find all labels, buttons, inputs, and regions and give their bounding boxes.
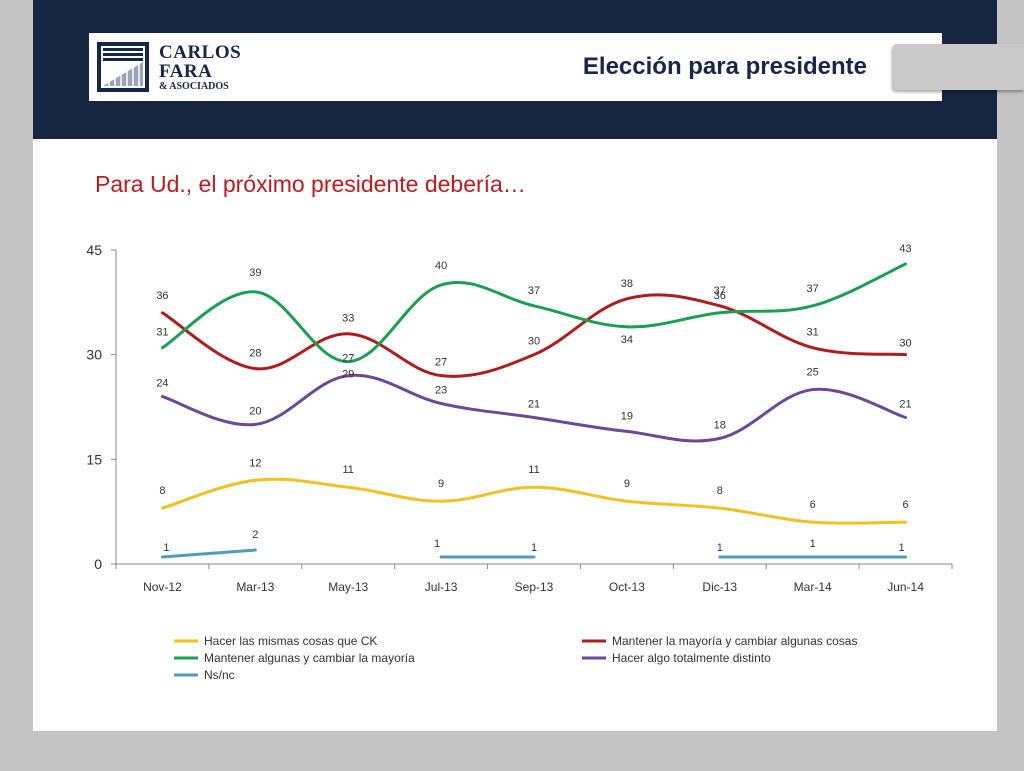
chart-question: Para Ud., el próximo presidente debería… — [95, 171, 526, 197]
data-label: 1 — [163, 542, 169, 554]
data-label: 11 — [528, 464, 539, 476]
chart-axes: 0 15 30 45 Nov-12 Mar-13 May-13 Jul-13 Sep-13 Oct… — [86, 242, 953, 594]
data-label: 27 — [342, 353, 354, 365]
data-label: 29 — [342, 369, 354, 381]
data-label: 34 — [621, 334, 633, 346]
data-label: 12 — [249, 457, 261, 469]
x-tick-label: May-13 — [328, 580, 368, 594]
company-logo: CARLOS FARA & ASOCIADOS — [97, 42, 247, 92]
data-label: 23 — [435, 385, 447, 397]
x-tick-label: Jun-14 — [887, 580, 924, 594]
data-label: 18 — [714, 419, 726, 431]
series-line-1-segment-0 — [160, 293, 908, 378]
legend-entry: Hacer algo totalmente distinto — [612, 651, 771, 665]
x-tick-label: Jul-13 — [425, 580, 458, 594]
data-label: 33 — [342, 313, 354, 325]
data-label: 40 — [435, 260, 447, 272]
y-tick-label: 45 — [86, 242, 102, 258]
data-label: 1 — [717, 542, 723, 554]
slide: CARLOS FARA & ASOCIADOS Elección para pr… — [33, 0, 997, 731]
y-tick-label: 0 — [94, 556, 102, 572]
x-tick-label: Nov-12 — [143, 580, 182, 594]
data-label: 9 — [624, 478, 630, 490]
data-label: 1 — [531, 542, 537, 554]
data-label: 1 — [810, 538, 816, 550]
chart-series-lines — [160, 262, 908, 559]
page-title: Elección para presidente — [582, 53, 867, 80]
legend-entry: Hacer las mismas cosas que CK — [204, 634, 377, 648]
header-band: CARLOS FARA & ASOCIADOS Elección para pr… — [33, 0, 997, 139]
y-tick-label: 15 — [86, 451, 102, 467]
data-label: 30 — [899, 338, 911, 350]
data-label: 20 — [249, 405, 261, 417]
data-label: 19 — [621, 410, 633, 422]
data-label: 31 — [156, 327, 168, 339]
logo-line-carlos: CARLOS — [159, 42, 242, 63]
data-label: 28 — [249, 348, 261, 360]
data-label: 11 — [343, 464, 354, 476]
data-label: 2 — [252, 529, 258, 541]
data-label: 21 — [528, 398, 540, 410]
side-tab — [893, 44, 1024, 90]
x-tick-label: Oct-13 — [609, 580, 645, 594]
data-label: 39 — [249, 267, 261, 279]
data-label: 6 — [810, 499, 816, 511]
x-tick-label: Sep-13 — [515, 580, 554, 594]
header-box: CARLOS FARA & ASOCIADOS Elección para pr… — [89, 33, 942, 101]
data-label: 43 — [899, 243, 911, 255]
logo-emblem-icon — [97, 42, 149, 92]
x-tick-label: Dic-13 — [702, 580, 737, 594]
series-line-0-segment-0 — [160, 477, 908, 525]
x-tick-label: Mar-14 — [794, 580, 832, 594]
data-label: 9 — [438, 478, 444, 490]
data-label: 38 — [621, 278, 633, 290]
y-tick-label: 30 — [86, 347, 102, 363]
logo-line-fara: FARA — [159, 61, 213, 82]
data-label: 36 — [714, 290, 726, 302]
data-label: 1 — [434, 538, 440, 550]
logo-line-asociados: & ASOCIADOS — [159, 81, 229, 92]
data-label: 24 — [156, 378, 168, 390]
legend-entry: Mantener la mayoría y cambiar algunas co… — [612, 634, 857, 648]
data-label: 30 — [528, 336, 540, 348]
data-label: 25 — [807, 367, 819, 379]
data-label: 36 — [156, 290, 168, 302]
data-label: 8 — [159, 485, 165, 497]
data-label: 6 — [902, 499, 908, 511]
data-label: 1 — [898, 542, 904, 554]
data-label: 27 — [435, 357, 447, 369]
data-label: 31 — [807, 327, 819, 339]
data-label: 37 — [714, 285, 726, 297]
data-label: 37 — [807, 283, 819, 295]
legend-entry: Ns/nc — [204, 668, 235, 682]
series-line-2-segment-0 — [160, 262, 908, 364]
data-label: 37 — [528, 285, 540, 297]
data-label: 21 — [899, 398, 911, 410]
series-line-3-segment-0 — [160, 373, 908, 443]
logo-text: CARLOS FARA & ASOCIADOS — [159, 43, 241, 92]
chart-legend: Hacer las mismas cosas que CK Mantener la… — [174, 634, 857, 682]
legend-entry: Mantener algunas y cambiar la mayoría — [204, 651, 415, 665]
data-label: 8 — [717, 485, 723, 497]
series-line-4-segment-0 — [160, 548, 257, 559]
x-tick-label: Mar-13 — [236, 580, 274, 594]
